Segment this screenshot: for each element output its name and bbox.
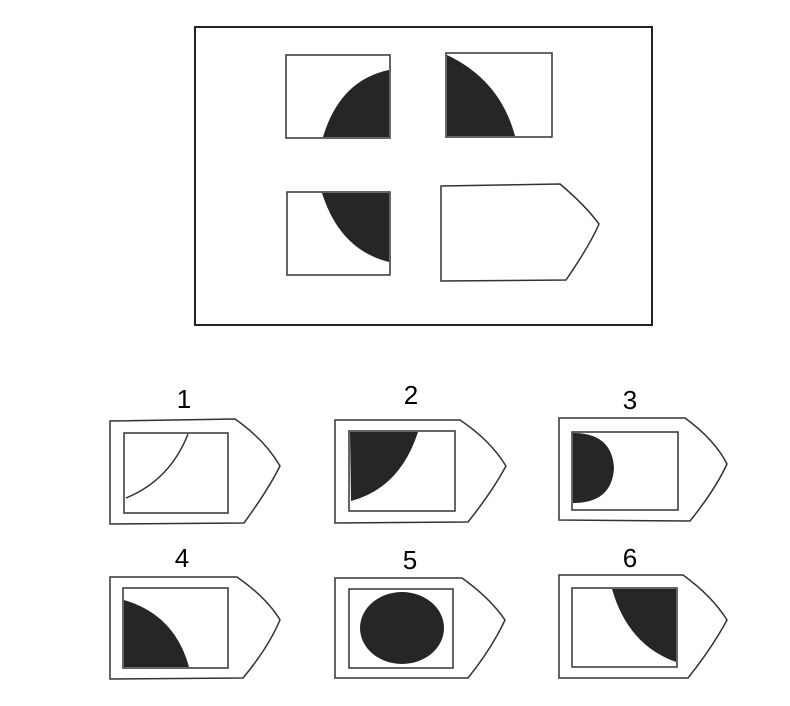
option-6-label: 6 [623, 543, 637, 573]
option-4[interactable] [109, 576, 281, 680]
half-ellipse-shape [323, 70, 389, 137]
quarter-shape [322, 193, 389, 262]
quarter-shape [612, 589, 676, 662]
half-ellipse-shape [447, 55, 515, 136]
blank-tag-shape [440, 183, 600, 282]
option-3[interactable] [558, 417, 728, 522]
option-1-label: 1 [177, 384, 191, 414]
half-circle-shape [573, 433, 614, 503]
option-2-label: 2 [404, 380, 418, 410]
quarter-shape [124, 600, 189, 667]
option-3-label: 3 [623, 385, 637, 415]
oval-shape [360, 592, 444, 664]
option-2[interactable] [334, 419, 507, 524]
cell-bottom-left [286, 191, 391, 276]
question-frame [194, 26, 653, 326]
cell-top-left [285, 54, 391, 139]
option-1[interactable] [109, 418, 281, 525]
filled-arc-shape [350, 432, 418, 501]
option-4-label: 4 [175, 543, 189, 573]
cell-missing [440, 183, 600, 282]
arc-outline-shape [125, 433, 189, 499]
option-5-label: 5 [403, 545, 417, 575]
option-6[interactable] [558, 574, 728, 679]
cell-top-right [445, 52, 553, 138]
option-5[interactable] [334, 577, 506, 679]
